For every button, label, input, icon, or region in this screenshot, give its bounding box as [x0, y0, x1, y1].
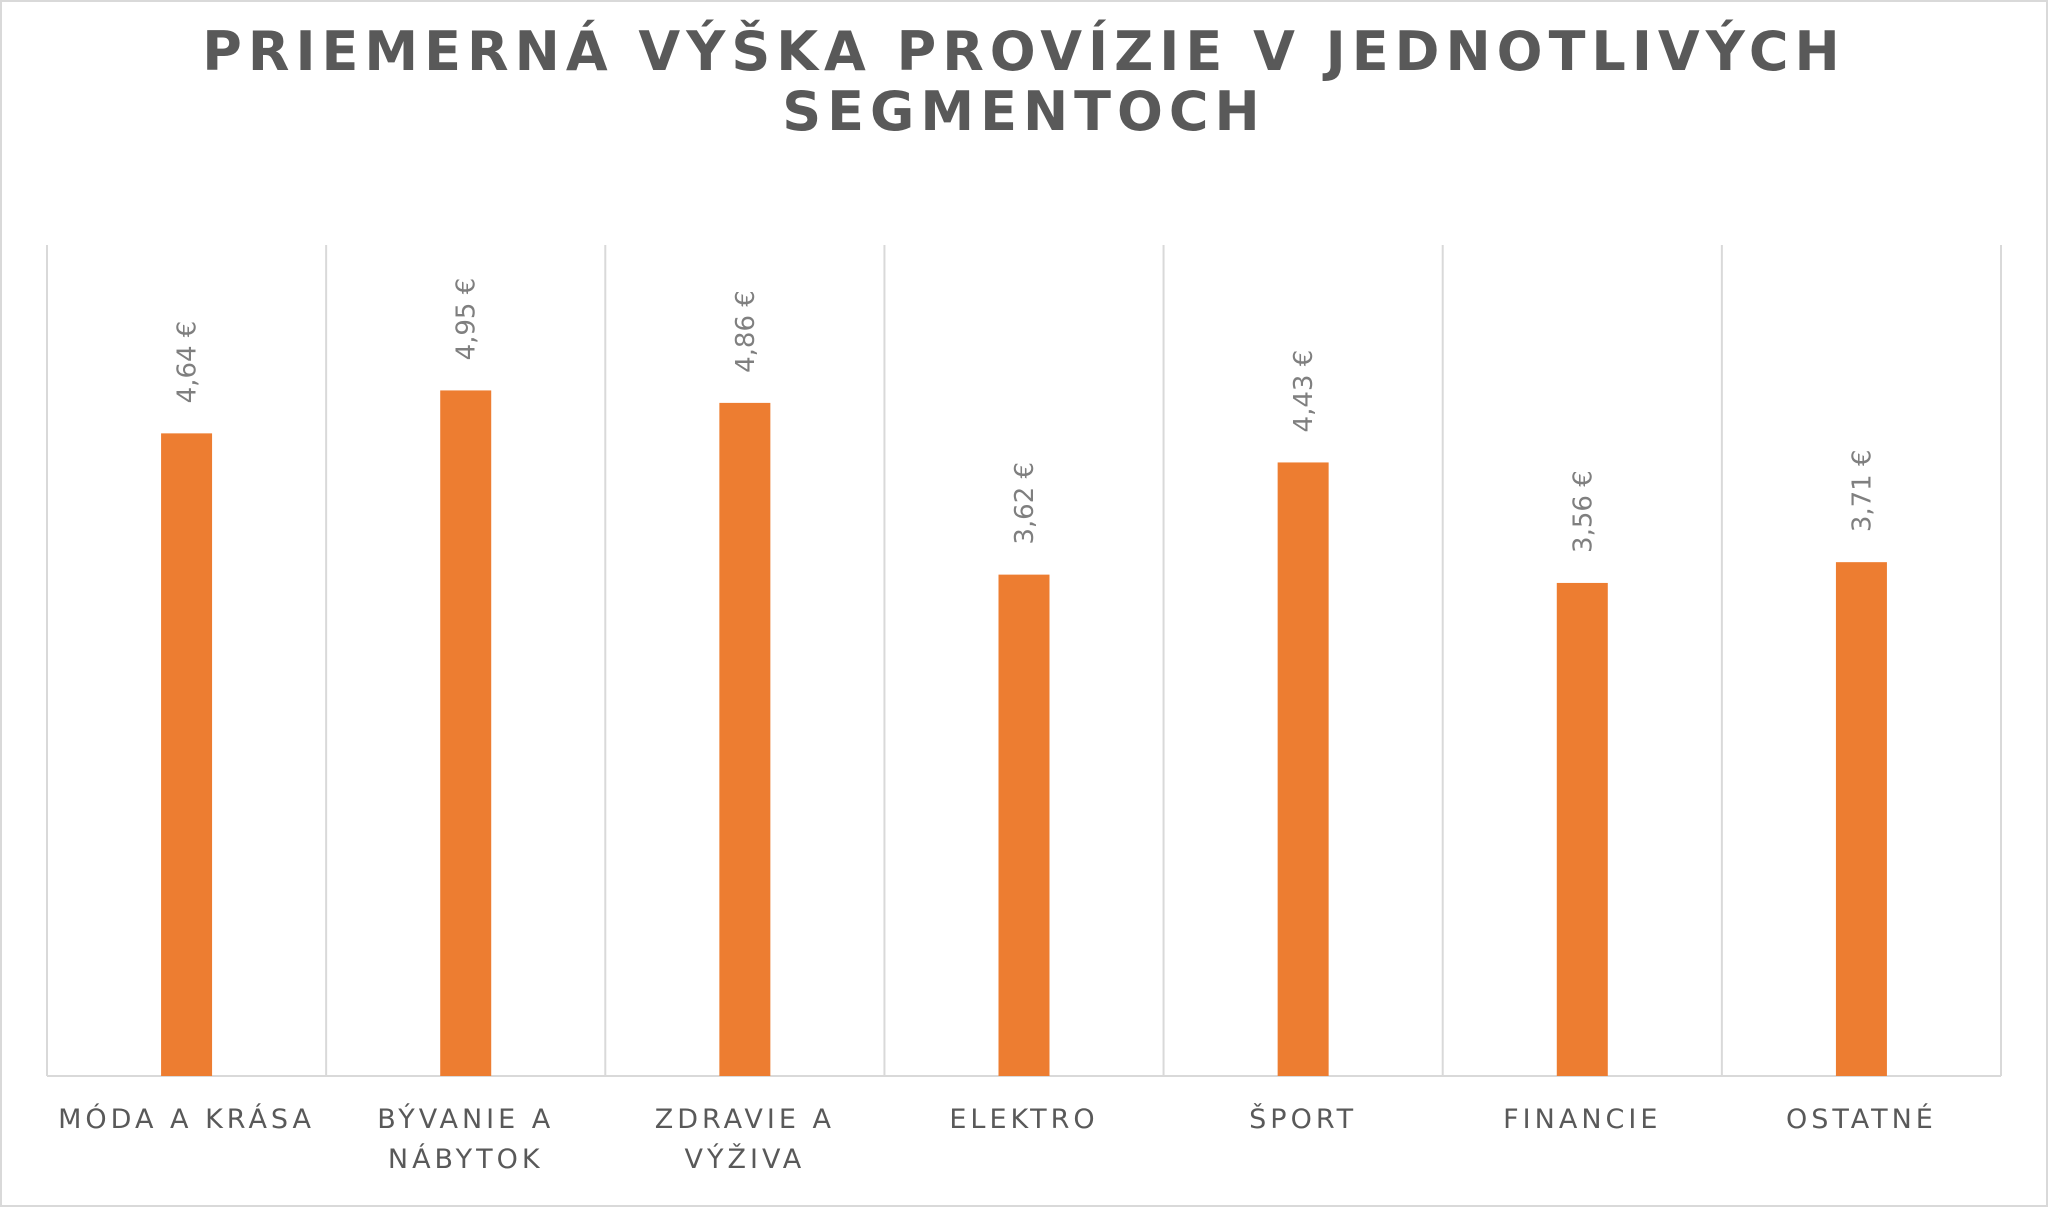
bar [998, 574, 1050, 1076]
bar [1277, 462, 1329, 1076]
category-label: ELEKTRO [949, 1104, 1098, 1135]
data-label: 4,95 € [452, 278, 482, 361]
data-label: 3,71 € [1847, 449, 1877, 532]
category-label: VÝŽIVA [685, 1143, 806, 1175]
chart-title-line-2: SEGMENTOCH [782, 80, 1266, 143]
data-label: 3,62 € [1010, 462, 1040, 545]
bar [1835, 562, 1887, 1076]
bar [719, 402, 771, 1076]
bars [161, 390, 1887, 1076]
data-label: 4,43 € [1289, 350, 1319, 433]
category-label: ŠPORT [1249, 1103, 1357, 1135]
data-labels: 4,64 € 4,95 € 4,86 € 3,62 € 4,43 € 3,56 € 3,71… [173, 278, 1878, 553]
grid-lines [46, 245, 2002, 1077]
category-label: MÓDA A KRÁSA [58, 1103, 315, 1135]
bar [161, 433, 213, 1076]
data-label: 3,56 € [1568, 470, 1598, 553]
category-label: OSTATNÉ [1786, 1103, 1937, 1135]
data-label: 4,64 € [173, 321, 203, 404]
category-label: ZDRAVIE A [655, 1104, 835, 1135]
category-label: BÝVANIE A [377, 1103, 554, 1135]
category-labels: MÓDA A KRÁSA BÝVANIE A NÁBYTOK ZDRAVIE A VÝŽ… [58, 1103, 1937, 1175]
category-label: FINANCIE [1503, 1104, 1661, 1135]
bar [1556, 582, 1608, 1076]
category-label: NÁBYTOK [388, 1143, 544, 1175]
chart-title-line-1: PRIEMERNÁ VÝŠKA PROVÍZIE V JEDNOTLIVÝCH [202, 20, 1846, 83]
chart-title: PRIEMERNÁ VÝŠKA PROVÍZIE V JEDNOTLIVÝCH … [0, 22, 2048, 142]
data-label: 4,86 € [731, 290, 761, 373]
bar [440, 390, 492, 1076]
